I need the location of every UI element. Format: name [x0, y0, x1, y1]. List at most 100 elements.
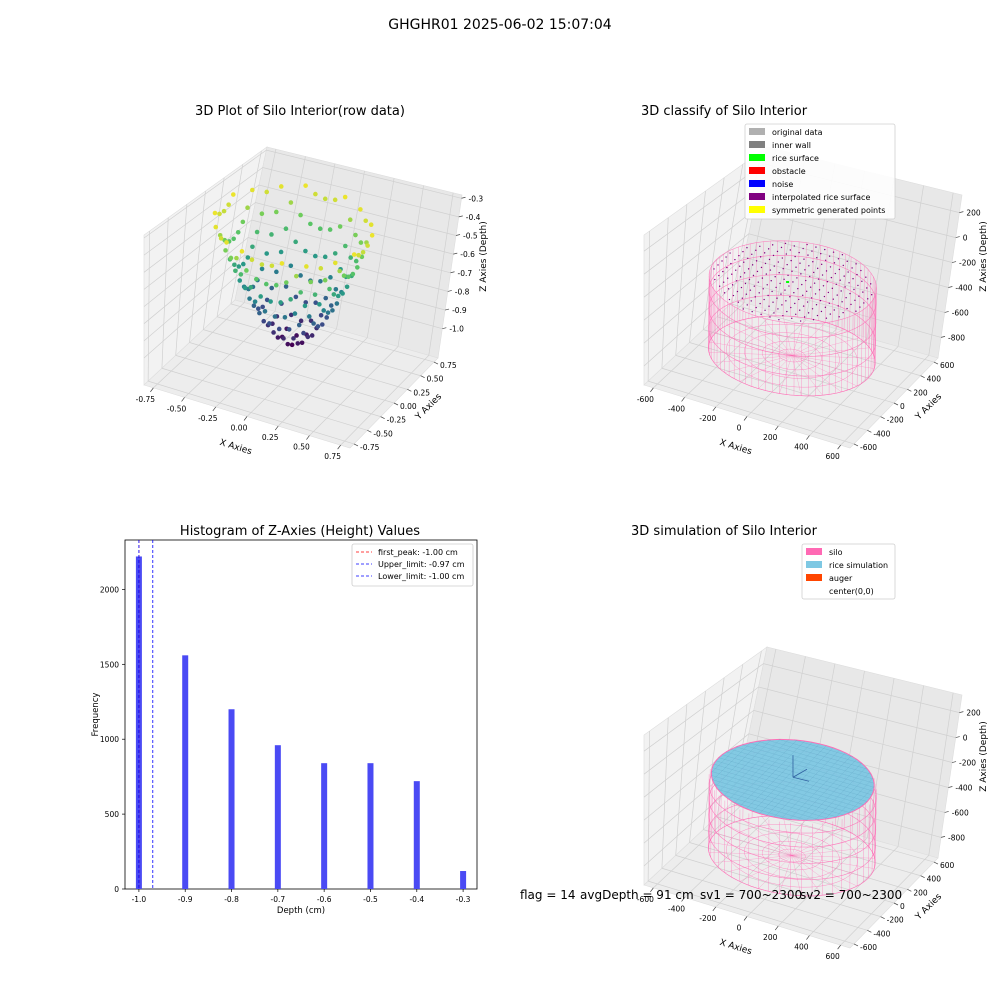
p2-silo-wall-ring — [708, 315, 876, 397]
interpolated-point — [794, 255, 796, 258]
scatter-point — [285, 341, 291, 347]
p2-silo-wall-line — [873, 280, 876, 355]
interpolated-point — [798, 251, 800, 254]
p1-y-tick-label: -0.50 — [373, 429, 393, 438]
interpolated-point — [828, 302, 831, 304]
scatter-point — [252, 299, 258, 304]
interpolated-point — [837, 258, 840, 260]
p4-z-tick — [940, 836, 946, 838]
interpolated-point — [756, 270, 759, 273]
scatter-point — [337, 224, 343, 229]
scatter-point — [274, 269, 279, 275]
p4-y-tick — [867, 929, 872, 933]
rice-mesh-line — [797, 759, 857, 821]
p1-grid-y-wall — [161, 217, 169, 369]
scatter-point — [289, 342, 295, 348]
p4-y-tick-label: -400 — [873, 929, 890, 938]
histogram-bar — [182, 655, 189, 889]
p4-silo-wall-line — [841, 819, 843, 892]
p4-grid-x-wall — [928, 692, 954, 856]
p1-grid-x-wall — [397, 185, 424, 347]
histogram-x-tick-label: -0.3 — [456, 895, 471, 904]
scatter-point — [232, 262, 237, 268]
interpolated-point — [779, 282, 781, 285]
p2-x-tick — [806, 435, 810, 440]
panel1-title: 3D Plot of Silo Interior(row data) — [195, 104, 405, 119]
legend-label: center(0,0) — [829, 587, 874, 596]
p1-grid-x-wall — [274, 156, 306, 312]
interpolated-point — [859, 306, 861, 308]
interpolated-point — [841, 254, 844, 256]
scatter-point — [358, 207, 363, 212]
scatter-point — [268, 299, 273, 304]
interpolated-point — [816, 257, 818, 259]
p2-silo-wall-line — [712, 262, 715, 336]
interpolated-point — [795, 266, 797, 268]
interpolated-point — [735, 269, 737, 271]
scatter-point — [264, 251, 270, 256]
p2-grid-y-wall — [647, 230, 650, 382]
p2-y-tick — [867, 429, 872, 433]
rice-mesh-line — [794, 739, 854, 758]
p4-grid-z — [643, 686, 956, 775]
scatter-point — [315, 324, 321, 329]
rice-mesh-line — [767, 739, 868, 770]
p2-x-tick — [681, 397, 685, 402]
interpolated-point — [832, 298, 834, 300]
histogram-ylabel: Frequency — [91, 693, 101, 737]
histogram-x-tick-label: -0.5 — [363, 895, 378, 904]
interpolated-point — [809, 275, 811, 278]
interpolated-point — [759, 245, 761, 247]
interpolated-point — [814, 293, 817, 295]
p1-y-tick-label: -0.25 — [387, 416, 407, 425]
p2-silo-wall-line — [858, 262, 861, 338]
rice-mesh-line — [806, 762, 862, 821]
legend-label: Lower_limit: -1.00 cm — [378, 572, 464, 581]
scatter-point — [327, 286, 332, 292]
scatter-point — [236, 264, 242, 269]
p4-x-tick — [681, 897, 685, 902]
p4-grid-y-wall — [647, 730, 650, 882]
interpolated-point — [846, 307, 848, 310]
scatter-point — [259, 266, 265, 272]
interpolated-point — [825, 270, 828, 272]
scatter-point — [264, 297, 270, 303]
scatter-point — [226, 202, 231, 207]
p2-silo-floor-spoke — [709, 341, 793, 356]
scatter-point — [254, 229, 260, 235]
interpolated-point — [740, 286, 743, 289]
p1-y-tick — [367, 429, 372, 433]
interpolated-point — [802, 247, 804, 250]
interpolated-point — [824, 306, 827, 309]
p4-grid-y-wall — [661, 717, 669, 869]
interpolated-point — [844, 286, 846, 288]
interpolated-point — [743, 272, 746, 274]
interpolated-point — [781, 304, 783, 306]
scatter-point — [302, 303, 308, 309]
interpolated-point — [771, 244, 774, 246]
scatter-point — [298, 273, 303, 278]
histogram-bar — [228, 709, 235, 889]
p1-x-tick — [150, 387, 154, 393]
scatter-point — [341, 273, 347, 278]
interpolated-point — [760, 266, 763, 269]
scatter-point — [324, 315, 330, 320]
p1-x-tick — [337, 444, 341, 450]
p2-y-tick-label: 600 — [940, 361, 955, 370]
interpolated-point — [790, 259, 792, 262]
legend-label: interpolated rice surface — [772, 193, 870, 202]
interpolated-point — [853, 288, 855, 291]
scatter-point — [344, 284, 350, 290]
scatter-point — [312, 292, 318, 297]
p2-x-tick — [650, 387, 654, 393]
p1-grid-z — [143, 202, 454, 290]
p1-grid-y-wall — [230, 150, 262, 304]
p2-x-tick — [774, 425, 779, 431]
interpolated-point — [759, 256, 762, 258]
scatter-point — [313, 191, 318, 197]
interpolated-point — [803, 316, 806, 318]
p2-silo-floor-spoke — [758, 355, 793, 389]
p1-grid-z — [143, 167, 459, 256]
p4-grid-y-wall — [675, 704, 688, 856]
p2-silo-floor-spoke — [791, 329, 845, 356]
